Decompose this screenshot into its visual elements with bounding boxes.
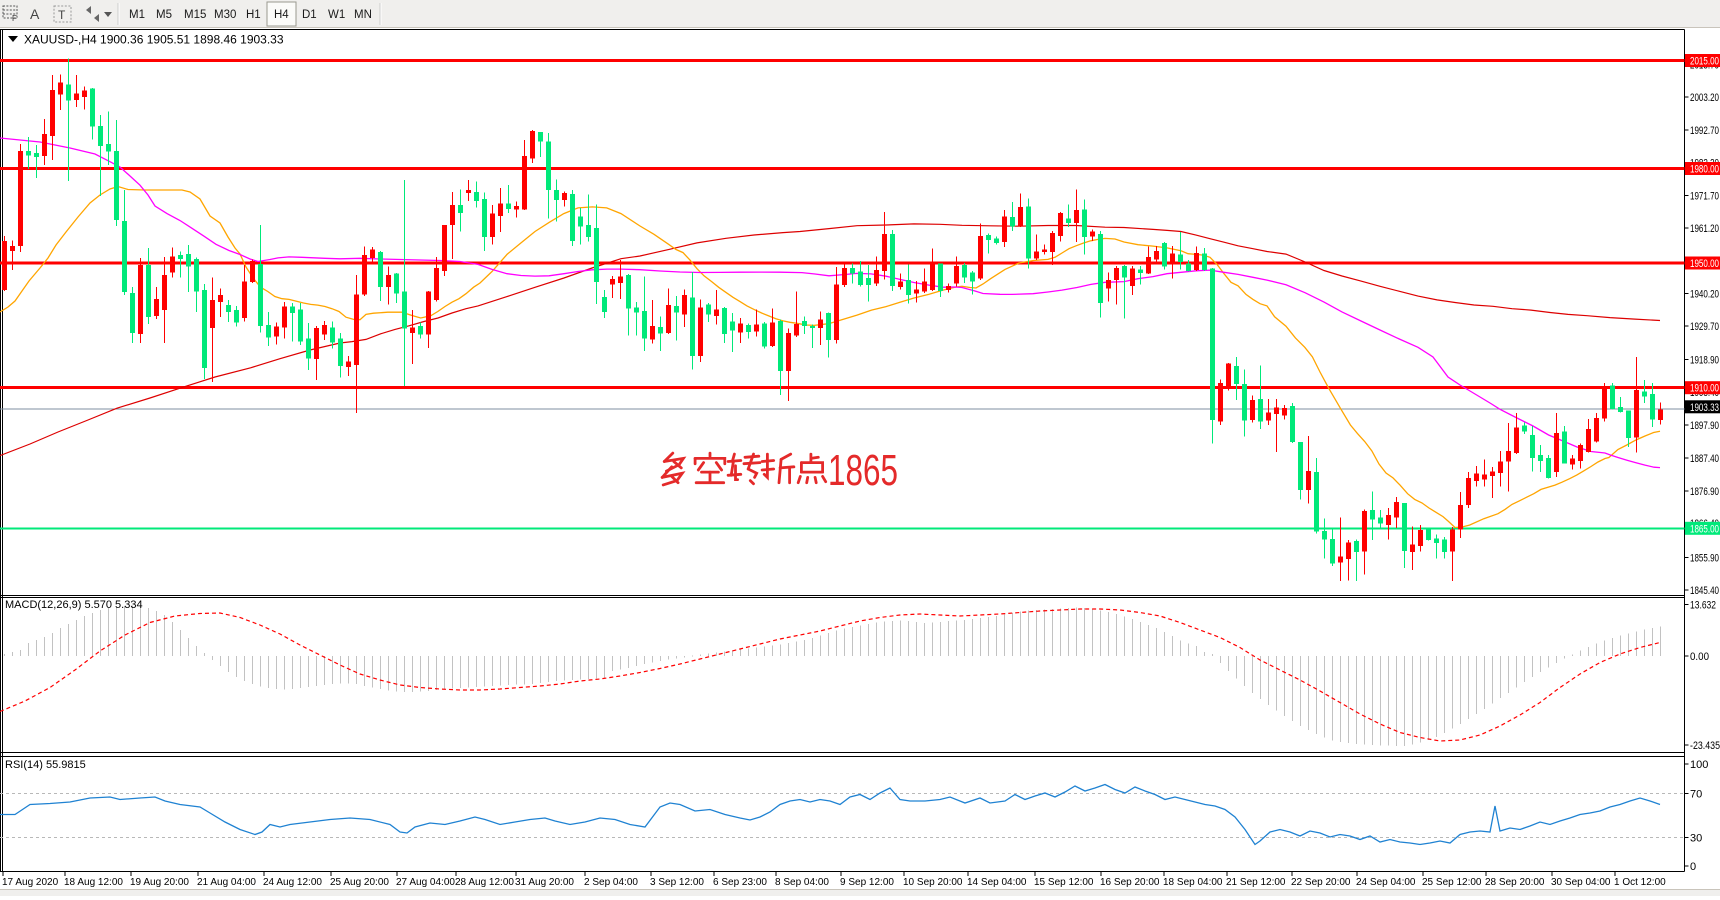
svg-text:F: F: [12, 14, 17, 23]
svg-text:H1: H1: [246, 9, 261, 21]
svg-text:T: T: [58, 8, 66, 22]
svg-text:18 Aug 12:00: 18 Aug 12:00: [64, 877, 123, 888]
svg-text:1865.00: 1865.00: [1690, 523, 1719, 535]
svg-text:9 Sep 12:00: 9 Sep 12:00: [840, 877, 894, 888]
svg-text:1971.70: 1971.70: [1690, 190, 1719, 202]
svg-text:2003.20: 2003.20: [1690, 92, 1719, 104]
svg-text:17 Aug 2020: 17 Aug 2020: [2, 877, 59, 888]
svg-text:A: A: [30, 6, 40, 22]
svg-text:XAUUSD-,H4 1900.36 1905.51 18: XAUUSD-,H4 1900.36 1905.51 1898.46 1903.…: [24, 33, 284, 47]
svg-text:1876.90: 1876.90: [1690, 486, 1719, 498]
svg-text:30: 30: [1690, 832, 1702, 844]
svg-text:MACD(12,26,9) 5.570 5.334: MACD(12,26,9) 5.570 5.334: [5, 599, 143, 611]
svg-text:1961.20: 1961.20: [1690, 223, 1719, 235]
svg-text:10 Sep 20:00: 10 Sep 20:00: [903, 877, 963, 888]
svg-text:6 Sep 23:00: 6 Sep 23:00: [713, 877, 767, 888]
svg-text:21 Sep 12:00: 21 Sep 12:00: [1226, 877, 1286, 888]
svg-text:27 Aug 04:00: 27 Aug 04:00: [396, 877, 455, 888]
svg-text:16 Sep 20:00: 16 Sep 20:00: [1100, 877, 1160, 888]
svg-text:24 Aug 12:00: 24 Aug 12:00: [263, 877, 322, 888]
svg-text:0: 0: [1690, 861, 1696, 873]
svg-text:D1: D1: [302, 9, 317, 21]
svg-text:25 Sep 12:00: 25 Sep 12:00: [1422, 877, 1482, 888]
svg-text:1897.90: 1897.90: [1690, 420, 1719, 432]
svg-text:14 Sep 04:00: 14 Sep 04:00: [967, 877, 1027, 888]
svg-text:15 Sep 12:00: 15 Sep 12:00: [1034, 877, 1094, 888]
svg-text:W1: W1: [328, 9, 345, 21]
svg-text:RSI(14) 55.9815: RSI(14) 55.9815: [5, 759, 86, 771]
svg-text:28 Aug 12:00: 28 Aug 12:00: [455, 877, 514, 888]
svg-text:30 Sep 04:00: 30 Sep 04:00: [1551, 877, 1611, 888]
svg-text:13.632: 13.632: [1690, 600, 1716, 612]
svg-text:1950.00: 1950.00: [1690, 258, 1719, 270]
svg-text:1992.70: 1992.70: [1690, 125, 1719, 137]
svg-text:1 Oct 12:00: 1 Oct 12:00: [1614, 877, 1666, 888]
svg-text:1929.70: 1929.70: [1690, 321, 1719, 333]
svg-text:28 Sep 20:00: 28 Sep 20:00: [1485, 877, 1545, 888]
svg-text:1887.40: 1887.40: [1690, 453, 1719, 465]
svg-text:1903.33: 1903.33: [1690, 402, 1719, 414]
svg-text:M5: M5: [156, 9, 172, 21]
svg-text:2 Sep 04:00: 2 Sep 04:00: [584, 877, 638, 888]
svg-text:1865: 1865: [828, 446, 898, 495]
svg-text:100: 100: [1690, 759, 1708, 771]
svg-text:2015.00: 2015.00: [1690, 56, 1719, 68]
svg-text:19 Aug 20:00: 19 Aug 20:00: [130, 877, 189, 888]
svg-text:H4: H4: [274, 9, 289, 21]
svg-text:25 Aug 20:00: 25 Aug 20:00: [330, 877, 389, 888]
svg-text:1845.40: 1845.40: [1690, 585, 1719, 597]
svg-text:-23.435: -23.435: [1690, 740, 1720, 752]
svg-text:18 Sep 04:00: 18 Sep 04:00: [1163, 877, 1223, 888]
svg-text:1855.90: 1855.90: [1690, 553, 1719, 565]
svg-text:1940.20: 1940.20: [1690, 288, 1719, 300]
svg-text:3 Sep 12:00: 3 Sep 12:00: [650, 877, 704, 888]
svg-text:0.00: 0.00: [1690, 651, 1709, 663]
svg-text:70: 70: [1690, 788, 1702, 800]
svg-text:8 Sep 04:00: 8 Sep 04:00: [775, 877, 829, 888]
svg-text:1910.00: 1910.00: [1690, 383, 1719, 395]
svg-text:M30: M30: [214, 9, 236, 21]
svg-text:21 Aug 04:00: 21 Aug 04:00: [197, 877, 256, 888]
svg-text:1918.90: 1918.90: [1690, 354, 1719, 366]
svg-text:M15: M15: [184, 9, 206, 21]
svg-text:31 Aug 20:00: 31 Aug 20:00: [515, 877, 574, 888]
svg-text:MN: MN: [354, 9, 372, 21]
svg-text:M1: M1: [129, 9, 145, 21]
svg-text:24 Sep 04:00: 24 Sep 04:00: [1356, 877, 1416, 888]
svg-text:1980.00: 1980.00: [1690, 164, 1719, 176]
svg-text:22 Sep 20:00: 22 Sep 20:00: [1291, 877, 1351, 888]
